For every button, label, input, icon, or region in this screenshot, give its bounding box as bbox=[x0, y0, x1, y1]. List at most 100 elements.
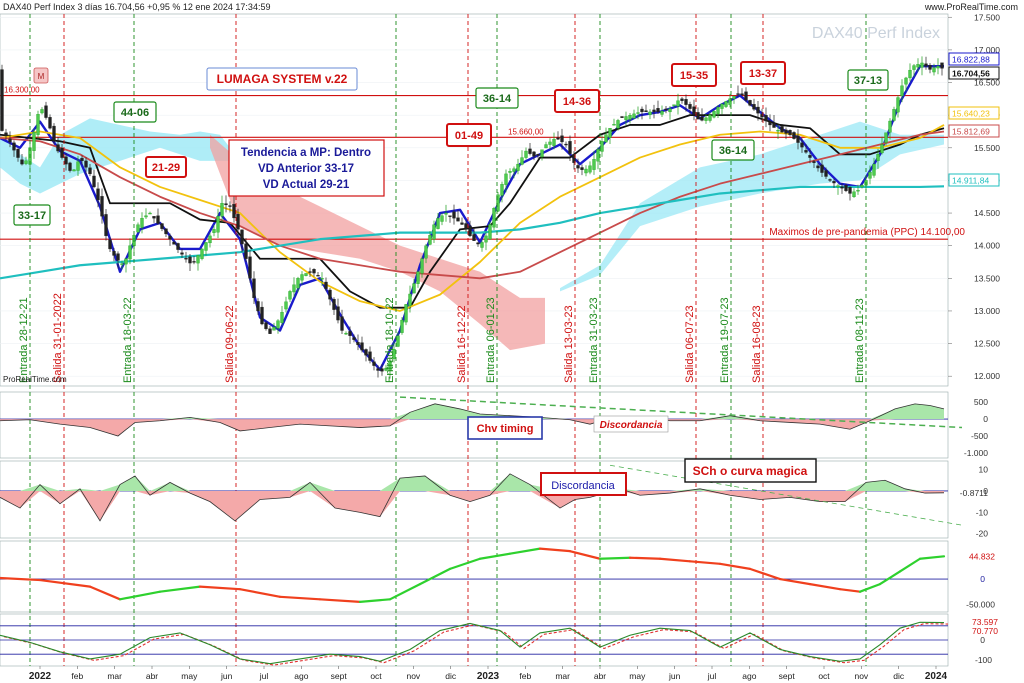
candle-body bbox=[692, 106, 696, 115]
chart-header-title: DAX40 Perf Index 3 días 16.704,56 +0,95 … bbox=[3, 2, 271, 12]
candle-body bbox=[328, 289, 332, 300]
chv-timing-label: Chv timing bbox=[477, 423, 534, 435]
candle-body bbox=[840, 186, 844, 189]
vertical-marker-label: Entrada 18-03-22 bbox=[122, 297, 134, 383]
candle-body bbox=[708, 115, 712, 121]
candle-body bbox=[756, 106, 760, 114]
positive-area bbox=[0, 403, 944, 420]
oscillator-segment bbox=[508, 547, 542, 555]
price-tick-label: 14.000 bbox=[974, 241, 1000, 251]
x-axis-label: 2023 bbox=[477, 671, 500, 682]
trend-box: Tendencia a MP: Dentro VD Anterior 33-17 V… bbox=[228, 139, 385, 197]
candle-body bbox=[712, 111, 716, 118]
osc-tick-label: -0.8711 bbox=[960, 488, 988, 498]
ma-line-cyan bbox=[0, 185, 945, 280]
candle-body bbox=[440, 215, 444, 222]
candle-body bbox=[852, 191, 856, 198]
candle-body bbox=[884, 132, 888, 143]
candle-body bbox=[528, 148, 532, 154]
candle-body bbox=[636, 112, 640, 114]
price-badge-label: 16.704,56 bbox=[952, 69, 990, 79]
negative-area bbox=[0, 419, 944, 436]
ma-line-brown bbox=[0, 130, 945, 280]
candle-body bbox=[448, 215, 452, 217]
annotation-box: 36-14 bbox=[711, 139, 755, 161]
price-tick-label: 13.500 bbox=[974, 273, 1000, 283]
osc-tick-label: -500 bbox=[971, 431, 988, 441]
candle-body bbox=[384, 367, 388, 371]
candle-body bbox=[348, 331, 352, 336]
candle-body bbox=[240, 229, 244, 245]
candle-body bbox=[124, 258, 128, 265]
candle-body bbox=[484, 235, 488, 243]
candle-body bbox=[872, 163, 876, 176]
candle-body bbox=[664, 108, 668, 111]
osc-tick-label: 500 bbox=[974, 397, 988, 407]
price-badge-label: 15.812,69 bbox=[952, 127, 990, 137]
annotation-label: 36-14 bbox=[483, 93, 512, 105]
candle-body bbox=[480, 242, 484, 248]
brand-link[interactable]: www.ProRealTime.com bbox=[924, 2, 1018, 12]
osc-tick-label: 70.770 bbox=[972, 626, 998, 636]
candle-body bbox=[12, 142, 16, 151]
osc-tick-label: 10 bbox=[979, 465, 989, 475]
candle-body bbox=[120, 263, 124, 265]
candle-body bbox=[524, 150, 528, 158]
candle-body bbox=[436, 218, 440, 229]
candle-body bbox=[704, 117, 708, 121]
candle-body bbox=[476, 242, 480, 245]
candle-body bbox=[812, 161, 816, 163]
vertical-marker-label: Entrada 28-12-21 bbox=[18, 297, 30, 383]
candle-body bbox=[748, 100, 752, 106]
vertical-marker-label: Entrada 31-03-23 bbox=[588, 297, 600, 383]
candle-body bbox=[92, 175, 96, 188]
candle-body bbox=[424, 245, 428, 259]
x-axis-label: dic bbox=[445, 671, 457, 681]
positive-area bbox=[0, 473, 944, 491]
oscillator-segment bbox=[568, 550, 602, 560]
candle-body bbox=[236, 213, 240, 230]
candle-body bbox=[148, 212, 152, 215]
annotation-box: LUMAGA SYSTEM v.22 bbox=[206, 67, 358, 91]
candle-body bbox=[520, 157, 524, 165]
candle-body bbox=[48, 117, 52, 129]
candle-body bbox=[768, 121, 772, 126]
candle-body bbox=[468, 225, 472, 237]
candle-body bbox=[924, 63, 928, 67]
candle-body bbox=[544, 144, 548, 149]
candle-body bbox=[848, 187, 852, 194]
oscillator-segment bbox=[808, 583, 842, 591]
candle-body bbox=[320, 278, 324, 280]
level-label: 16.300,00 bbox=[4, 86, 40, 95]
candle-body bbox=[8, 138, 12, 143]
price-badge-label: 14.911,84 bbox=[952, 176, 989, 186]
candle-body bbox=[896, 97, 900, 113]
candle-body bbox=[512, 168, 516, 172]
candle-body bbox=[700, 116, 704, 121]
discord-label: Discordancia bbox=[551, 480, 615, 492]
candle-body bbox=[532, 151, 536, 157]
candle-body bbox=[816, 165, 820, 169]
annotation-box: 44-06 bbox=[113, 101, 157, 123]
candle-body bbox=[576, 165, 580, 169]
vertical-marker-label: Entrada 08-11-23 bbox=[854, 298, 866, 383]
vertical-marker-label: Salida 16-08-23 bbox=[751, 305, 763, 383]
price-tick-label: 12.000 bbox=[974, 371, 1000, 381]
candle-body bbox=[560, 135, 564, 143]
candle-body bbox=[128, 245, 132, 260]
candle-body bbox=[248, 256, 252, 279]
candle-body bbox=[600, 141, 604, 152]
annotation-box: 21-29 bbox=[145, 156, 187, 178]
osc-tick-label: -10 bbox=[976, 507, 989, 517]
candle-body bbox=[792, 132, 796, 139]
price-badge: 15.640,23 bbox=[948, 106, 1000, 120]
candle-body bbox=[244, 243, 248, 259]
oscillator-segment bbox=[658, 557, 692, 563]
price-badge-label: 15.640,23 bbox=[952, 109, 990, 119]
trend-line bbox=[399, 396, 963, 429]
candle-body bbox=[368, 351, 372, 361]
candle-body bbox=[388, 360, 392, 372]
candle-body bbox=[828, 179, 832, 181]
candle-body bbox=[272, 327, 276, 331]
